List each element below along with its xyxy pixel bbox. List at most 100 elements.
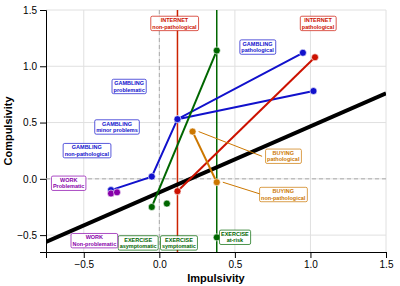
annotation-box (51, 176, 85, 190)
annotation: EXERCISEat-risk (219, 230, 250, 244)
point (299, 49, 306, 56)
annotation: INTERNETnon-pathological (151, 16, 199, 30)
leader-line (199, 132, 262, 157)
annotation: INTERNETpathological (300, 16, 336, 30)
annotation: GAMBLINGnon-pathological (63, 143, 111, 157)
annotation-box (112, 79, 146, 93)
tick-mark (40, 179, 46, 180)
grid-line (310, 10, 311, 252)
tick-mark (386, 252, 387, 258)
grid-line (46, 66, 386, 67)
annotation-box (151, 16, 199, 30)
series-line (152, 51, 217, 207)
point (148, 173, 155, 180)
annotation-text: GAMBLINGproblematic (114, 80, 145, 92)
x-axis-title: Impulsivity (187, 272, 245, 284)
tick-label: 1.0 (304, 259, 318, 270)
y-axis-title: Compulsivity (2, 96, 14, 166)
annotation-box (260, 187, 308, 201)
reference-line (177, 10, 179, 252)
tick-label: 0.0 (23, 174, 37, 185)
annotation: GAMBLINGproblematic (112, 79, 146, 93)
tick-label: 0.5 (23, 117, 37, 128)
annotation-box (240, 40, 276, 54)
tick-mark (235, 252, 236, 258)
annotation-text: EXERCISEat-risk (221, 231, 249, 243)
annotation-box (300, 16, 336, 30)
point (163, 200, 170, 207)
annotation-box (266, 149, 302, 163)
point (174, 188, 181, 195)
tick-label: 1.5 (23, 5, 37, 16)
series-line (193, 132, 217, 183)
point (213, 179, 220, 186)
tick-mark (84, 252, 85, 258)
annotation-text: EXERCISEasymptomatic (120, 237, 157, 249)
annotation-text: WORKProblematic (53, 177, 84, 189)
point (310, 88, 317, 95)
tick-mark (40, 235, 46, 236)
tick: 1.5 (380, 252, 394, 270)
tick: 0.5 (23, 117, 46, 128)
annotation: GAMBLINGminor problems (95, 120, 140, 134)
annotation: GAMBLINGpathological (240, 40, 276, 54)
marks (46, 10, 386, 252)
tick: 0.5 (228, 252, 242, 270)
series-line (46, 93, 386, 242)
point (174, 116, 181, 123)
tick: 0.0 (23, 174, 46, 185)
annotation: BUYINGnon-pathological (260, 187, 308, 201)
tick-mark (310, 252, 311, 258)
reference-line (216, 10, 218, 252)
tick-mark (40, 10, 46, 11)
grid-line (386, 10, 387, 252)
annotation-text: BUYINGnon-pathological (261, 188, 306, 200)
tick-label: −0.5 (74, 259, 94, 270)
y-axis: −0.5 0.0 0.5 1.0 1.5 (17, 5, 46, 253)
grid (46, 10, 386, 252)
point (114, 189, 121, 196)
annotation-box (219, 230, 250, 244)
tick: 1.0 (23, 61, 46, 72)
grid-line (83, 10, 84, 252)
annotation-text: GAMBLINGnon-pathological (65, 144, 110, 156)
annotation-text: BUYINGpathological (267, 150, 300, 162)
annotations: GAMBLINGnon-pathological GAMBLINGminor pr… (51, 16, 336, 250)
tick-label: −0.5 (17, 230, 37, 241)
point (213, 47, 220, 54)
series-line (177, 57, 315, 191)
tick-label: 0.0 (153, 259, 167, 270)
annotation-text: GAMBLINGminor problems (96, 121, 138, 133)
grid-line (46, 10, 386, 11)
annotation-box (63, 143, 111, 157)
grid-line (159, 10, 160, 252)
annotation: BUYINGpathological (266, 149, 302, 163)
tick-mark (159, 252, 160, 258)
point (311, 54, 318, 61)
tick-mark (40, 123, 46, 124)
annotation-box (161, 236, 198, 250)
axis-line (47, 253, 387, 259)
annotation: WORKNon-problematic (71, 233, 118, 247)
annotation-text: WORKNon-problematic (73, 234, 117, 246)
annotation: WORKProblematic (51, 176, 85, 190)
tick-mark (40, 66, 46, 67)
annotation: EXERCISEasymptomatic (118, 236, 158, 250)
annotation-text: INTERNETpathological (302, 17, 335, 29)
chart: −0.5 0.0 0.5 1.0 1.5 −0.5 0.0 0.5 1.0 1.5 GAMBLING… (0, 0, 400, 286)
x-axis: −0.5 0.0 0.5 1.0 1.5 (47, 252, 394, 270)
annotation-box (118, 236, 158, 250)
reference-line (159, 10, 160, 252)
tick-label: 1.0 (23, 61, 37, 72)
point (174, 116, 181, 123)
point (148, 203, 155, 210)
tick: 0.0 (153, 252, 167, 270)
tick: 1.0 (304, 252, 318, 270)
tick: 1.5 (23, 5, 46, 16)
annotation-box (95, 120, 140, 134)
point (189, 128, 196, 135)
leader-line (223, 182, 262, 194)
annotation-text: EXERCISEsymptomatic (162, 237, 196, 249)
annotation-box (71, 233, 118, 247)
annotation: EXERCISEsymptomatic (161, 236, 198, 250)
